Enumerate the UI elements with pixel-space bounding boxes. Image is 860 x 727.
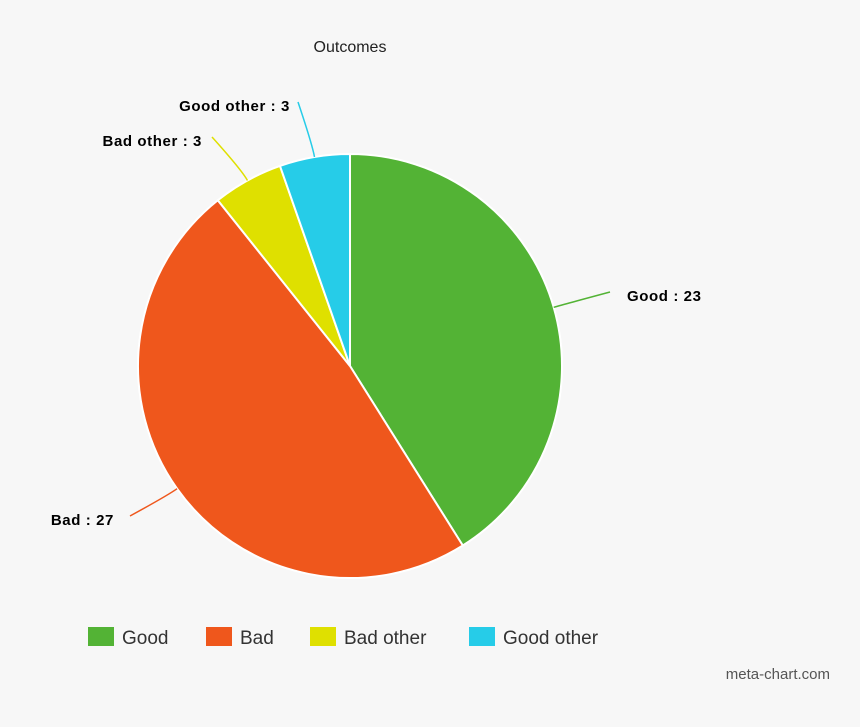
legend-swatch-good (88, 627, 114, 646)
legend-item-good[interactable]: Good (88, 627, 168, 649)
legend-label-bad-other: Bad other (344, 628, 427, 649)
data-label-good: Good : 23 (627, 288, 702, 305)
credit-text: meta-chart.com (726, 666, 830, 683)
legend-label-good: Good (122, 628, 168, 649)
data-label-bad-other: Bad other : 3 (103, 133, 202, 150)
data-label-good-other: Good other : 3 (179, 98, 290, 115)
legend-swatch-bad-other (310, 627, 336, 646)
legend-item-good-other[interactable]: Good other (469, 627, 599, 649)
pie-slice-bad[interactable] (137, 198, 465, 579)
legend-swatch-good-other (469, 627, 495, 646)
data-label-bad: Bad : 27 (51, 512, 114, 529)
legend-swatch-bad (206, 627, 232, 646)
connector-bad (129, 488, 178, 517)
legend-item-bad-other[interactable]: Bad other (310, 627, 427, 649)
connector-good (553, 291, 611, 309)
connector-good-other (297, 101, 316, 158)
legend-item-bad[interactable]: Bad (206, 627, 274, 649)
legend-label-bad: Bad (240, 628, 274, 649)
data-labels-layer: Good : 23 Bad : 27 Bad other : 3 Good other… (51, 98, 702, 529)
slices-layer (137, 152, 564, 579)
pie-slice-good-other[interactable] (278, 152, 351, 367)
chart-title: Outcomes (314, 39, 387, 56)
connector-bad-other (211, 136, 249, 181)
legend: Good Bad Bad other Good other (88, 627, 599, 649)
legend-label-good-other: Good other (503, 628, 599, 649)
